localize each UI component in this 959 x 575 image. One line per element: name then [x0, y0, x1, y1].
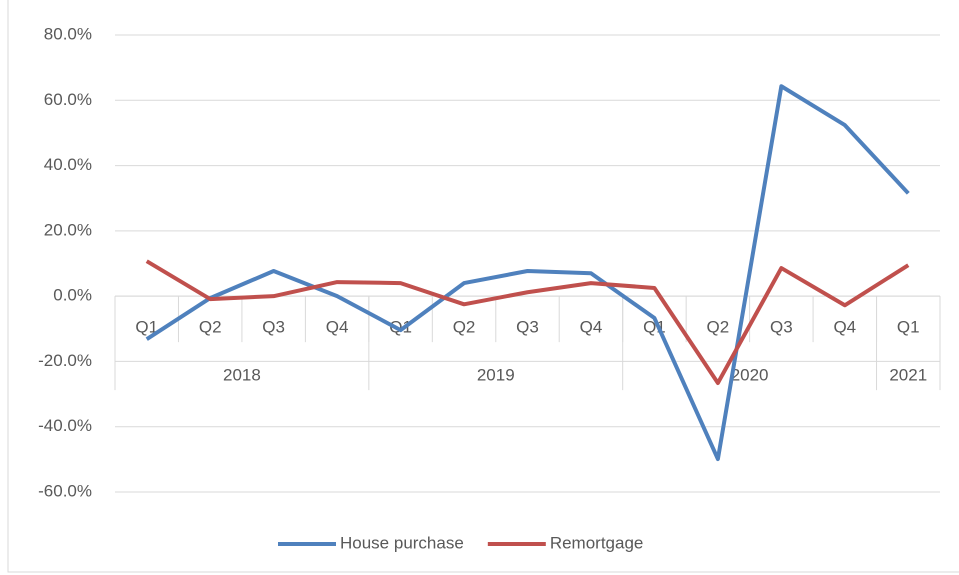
- group-label: 2018: [223, 366, 261, 385]
- x-tick-label: Q1: [389, 318, 412, 337]
- legend-label: Remortgage: [550, 533, 644, 552]
- x-tick-label: Q2: [453, 318, 476, 337]
- x-tick-label: Q4: [833, 318, 856, 337]
- x-tick-label: Q2: [707, 318, 730, 337]
- y-tick-label: -40.0%: [38, 416, 92, 435]
- y-tick-label: 40.0%: [44, 155, 92, 174]
- series-line: [145, 259, 910, 385]
- y-tick-label: 80.0%: [44, 24, 92, 43]
- x-tick-label: Q1: [897, 318, 920, 337]
- series-line: [145, 84, 910, 462]
- legend-label: House purchase: [340, 533, 464, 552]
- group-label: 2019: [477, 366, 515, 385]
- y-tick-label: 60.0%: [44, 90, 92, 109]
- x-tick-label: Q3: [770, 318, 793, 337]
- x-tick-label: Q1: [135, 318, 158, 337]
- x-tick-label: Q3: [516, 318, 539, 337]
- y-tick-label: 0.0%: [53, 286, 92, 305]
- y-tick-label: -20.0%: [38, 351, 92, 370]
- chart-border: [7, 0, 959, 573]
- group-label: 2021: [889, 366, 927, 385]
- x-tick-label: Q2: [199, 318, 222, 337]
- x-tick-label: Q4: [580, 318, 603, 337]
- x-tick-label: Q3: [262, 318, 285, 337]
- group-label: 2020: [731, 366, 769, 385]
- x-tick-label: Q4: [326, 318, 349, 337]
- y-tick-label: -60.0%: [38, 481, 92, 500]
- y-tick-label: 20.0%: [44, 220, 92, 239]
